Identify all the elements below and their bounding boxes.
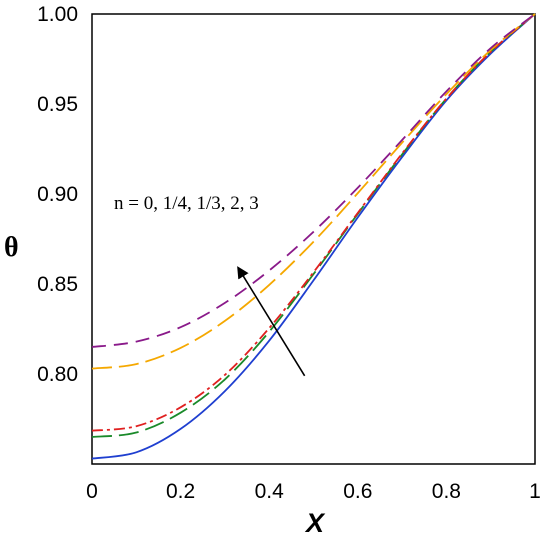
series-line-2 (91, 13, 536, 438)
x-axis-ticks: 0 0.2 0.4 0.6 0.8 1 (86, 480, 541, 503)
y-tick-label: 0.95 (37, 93, 78, 116)
series-line-5 (91, 13, 536, 348)
x-tick-label: 0.6 (343, 480, 372, 503)
series-line-4 (91, 13, 536, 370)
x-tick-label: 1 (529, 480, 541, 503)
x-tick-label: 0.2 (166, 480, 195, 503)
plot-area: n = 0, 1/4, 1/3, 2, 3 (91, 13, 536, 465)
series-line-1 (91, 13, 536, 460)
y-tick-label: 1.00 (37, 3, 78, 26)
x-tick-label: 0.4 (255, 480, 285, 503)
annotation-label: n = 0, 1/4, 1/3, 2, 3 (114, 193, 259, 214)
annotation-group: n = 0, 1/4, 1/3, 2, 3 (114, 193, 306, 377)
y-tick-label: 0.80 (37, 363, 78, 386)
x-axis-title: X (304, 508, 326, 538)
y-axis-title: θ (4, 232, 19, 263)
annotation-arrow (237, 266, 306, 377)
y-tick-label: 0.90 (37, 183, 78, 206)
series-group (91, 13, 536, 460)
y-axis-ticks: 0.80 0.85 0.90 0.95 1.00 (37, 3, 78, 386)
y-tick-label: 0.85 (37, 273, 78, 296)
plot-frame (91, 13, 536, 465)
x-tick-label: 0.8 (432, 480, 461, 503)
x-tick-label: 0 (86, 480, 98, 503)
